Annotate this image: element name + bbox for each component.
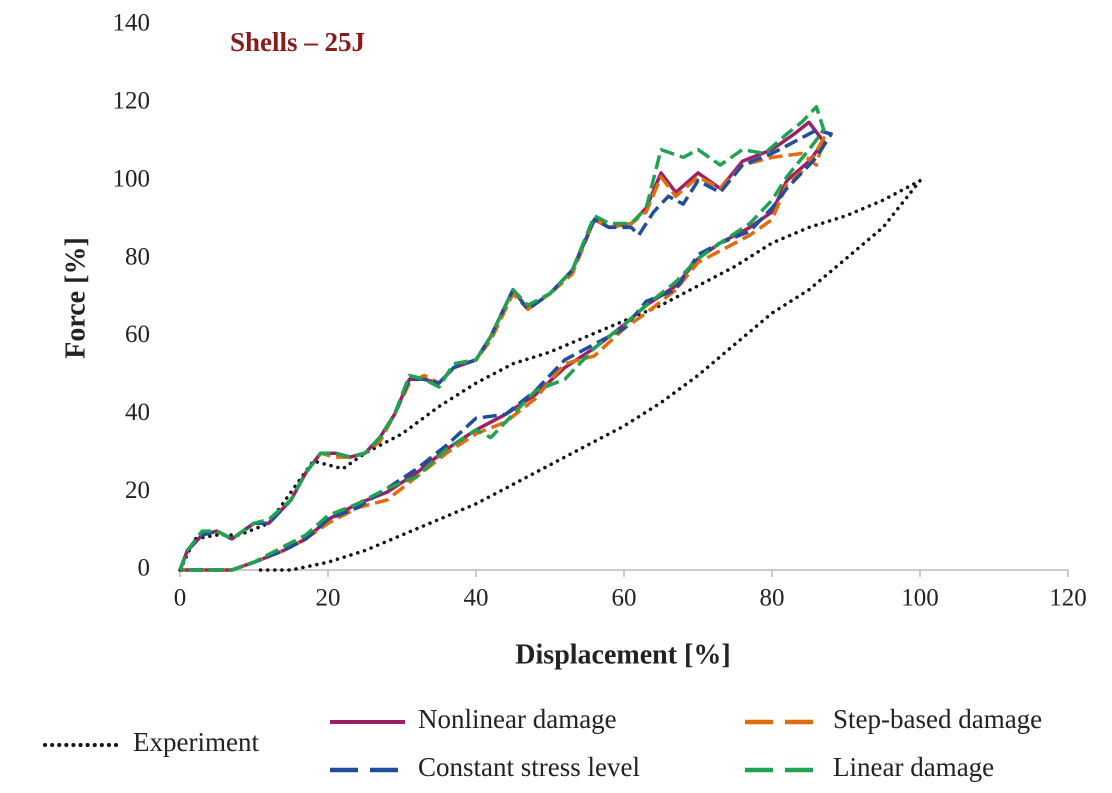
y-tick-label: 120 <box>113 88 151 115</box>
legend-label: Linear damage <box>833 752 994 782</box>
x-tick-label: 0 <box>174 585 187 612</box>
x-tick-label: 40 <box>464 585 489 612</box>
x-tick-label: 80 <box>760 585 785 612</box>
chart-title: Shells – 25J <box>230 27 365 57</box>
y-tick-label: 40 <box>125 399 150 426</box>
x-tick-label: 20 <box>316 585 341 612</box>
series-line <box>178 105 826 572</box>
legend-label: Step-based damage <box>833 704 1042 734</box>
y-tick-label: 60 <box>125 321 150 348</box>
y-tick-label: 20 <box>125 477 150 504</box>
legend-label: Nonlinear damage <box>418 704 617 734</box>
x-axis-title: Displacement [%] <box>515 639 730 670</box>
series-line <box>178 128 833 572</box>
y-tick-label: 100 <box>113 165 151 192</box>
y-axis-title: Force [%] <box>60 237 91 359</box>
series-line <box>178 178 922 572</box>
y-tick-label: 140 <box>113 10 151 37</box>
series-line <box>178 120 826 572</box>
x-tick-label: 100 <box>901 585 939 612</box>
legend-label: Constant stress level <box>418 752 640 782</box>
series-line <box>178 136 826 572</box>
legend-label: Experiment <box>133 727 259 757</box>
y-tick-label: 0 <box>138 555 151 582</box>
x-tick-label: 120 <box>1049 585 1087 612</box>
x-tick-label: 60 <box>612 585 637 612</box>
y-tick-label: 80 <box>125 243 150 270</box>
